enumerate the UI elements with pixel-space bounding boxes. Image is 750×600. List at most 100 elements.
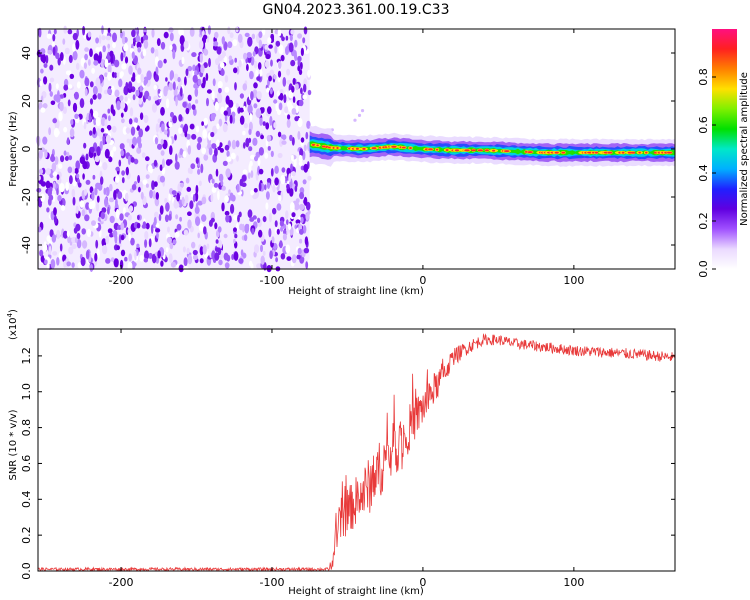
noise-blob [75, 160, 80, 170]
noise-blob [192, 254, 198, 261]
noise-blob [115, 208, 120, 219]
noise-blob [38, 168, 44, 175]
noise-blob [86, 229, 92, 237]
noise-blob [185, 107, 190, 115]
noise-blob [214, 252, 220, 261]
noise-blob [46, 207, 50, 213]
snr-x-tick-label: -200 [109, 576, 134, 589]
noise-blob [135, 34, 141, 43]
noise-blob [102, 135, 106, 146]
noise-blob [163, 58, 167, 64]
noise-blob [237, 106, 241, 114]
noise-blob [202, 129, 208, 139]
noise-blob [257, 62, 262, 70]
noise-blob [56, 174, 60, 181]
noise-blob [136, 243, 140, 248]
snr-y-tick-label: 0.2 [20, 526, 33, 544]
noise-blob [93, 60, 99, 66]
noise-blob [143, 79, 147, 86]
noise-blob [192, 108, 197, 116]
noise-blob [300, 216, 304, 224]
noise-blob [258, 168, 264, 175]
noise-blob [151, 103, 158, 113]
noise-blob [279, 220, 284, 227]
noise-blob [105, 258, 111, 264]
noise-blob [297, 59, 301, 67]
noise-blob [124, 256, 128, 262]
noise-blob [233, 67, 238, 74]
noise-blob [290, 163, 293, 172]
noise-blob [158, 213, 162, 222]
noise-blob [244, 32, 250, 38]
noise-blob [74, 237, 78, 244]
noise-blob [134, 117, 139, 124]
noise-blob [197, 136, 203, 143]
noise-blob [238, 258, 244, 264]
noise-blob [96, 195, 100, 203]
noise-blob [261, 27, 266, 36]
noise-blob [72, 196, 76, 206]
noise-blob [256, 91, 262, 100]
noise-blob [67, 166, 73, 174]
noise-blob [67, 29, 73, 35]
noise-blob [195, 157, 199, 165]
noise-blob [224, 210, 230, 216]
noise-blob [154, 137, 159, 145]
noise-blob [226, 150, 230, 158]
noise-blob [120, 222, 125, 231]
noise-blob [267, 37, 272, 44]
signal-hotspot-core [594, 151, 599, 154]
noise-blob [265, 53, 271, 60]
noise-blob [139, 255, 144, 262]
noise-blob [264, 152, 269, 159]
noise-blob [169, 32, 174, 42]
noise-blob [265, 191, 270, 200]
noise-blob [208, 57, 211, 68]
noise-blob [224, 86, 230, 93]
noise-blob [180, 43, 185, 52]
noise-blob [264, 45, 268, 50]
noise-blob [235, 140, 240, 148]
noise-blob [56, 257, 60, 266]
noise-blob [143, 27, 148, 33]
noise-blob [84, 77, 90, 87]
noise-blob [142, 179, 148, 185]
noise-blob [306, 120, 311, 129]
noise-blob [178, 28, 183, 35]
noise-blob [120, 52, 124, 62]
noise-blob [211, 112, 217, 118]
noise-blob [197, 232, 200, 239]
noise-blob [133, 158, 139, 165]
noise-blob [112, 32, 117, 43]
signal-hotspot-core [527, 151, 533, 154]
noise-blob [82, 25, 86, 36]
noise-blob [260, 134, 264, 140]
noise-blob [133, 122, 138, 129]
noise-blob [174, 231, 180, 238]
noise-blob [155, 228, 161, 233]
noise-blob [197, 200, 203, 206]
noise-blob [167, 226, 170, 233]
noise-blob [113, 190, 117, 200]
noise-blob [224, 195, 229, 203]
noise-blob [95, 77, 101, 88]
noise-blob [121, 118, 125, 124]
noise-blob [303, 247, 310, 254]
noise-blob [137, 214, 140, 221]
noise-blob [112, 109, 116, 117]
noise-blob [36, 188, 42, 193]
noise-blob [71, 236, 77, 244]
noise-blob [45, 180, 51, 189]
noise-blob [88, 201, 94, 210]
noise-blob [112, 146, 117, 152]
noise-blob [236, 155, 239, 162]
noise-blob [89, 130, 93, 136]
noise-blob [173, 73, 179, 82]
noise-blob [242, 83, 248, 91]
noise-blob [62, 38, 66, 45]
noise-blob [258, 31, 263, 39]
noise-blob [53, 215, 58, 224]
noise-blob [210, 193, 214, 202]
noise-blob [119, 259, 124, 269]
